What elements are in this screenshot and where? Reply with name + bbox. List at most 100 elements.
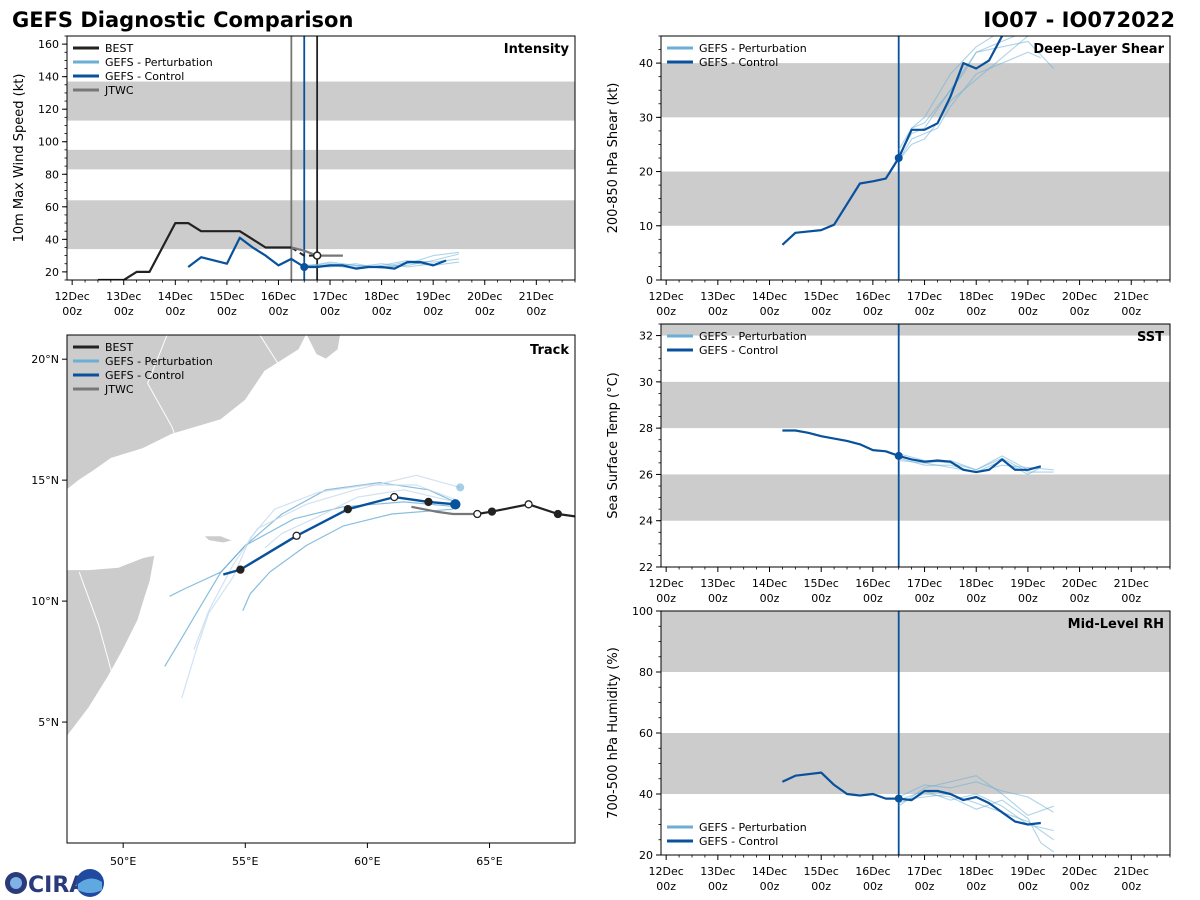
plot-area: [97, 36, 460, 280]
y-tick-label-0: 22: [639, 561, 653, 574]
country-border-1: [259, 335, 305, 389]
panel-title: Deep-Layer Shear: [1033, 42, 1164, 57]
storm-id-title: IO07 - IO072022: [983, 8, 1175, 32]
land-mass-2: [67, 554, 156, 738]
x-tick-hour-5: 00z: [320, 305, 340, 318]
series-line-control-8: [187, 236, 447, 270]
map-area: [67, 335, 575, 738]
series-line-pert-2: [898, 453, 1029, 471]
x-tick-hour-9: 00z: [526, 305, 546, 318]
x-tick-day-6: 18Dec: [364, 290, 399, 303]
threshold-band-0: [67, 200, 575, 250]
series-line-best-dash-1: [290, 246, 318, 257]
series-line-pert-4: [898, 793, 1055, 841]
x-tick-day-8: 20Dec: [1062, 290, 1097, 303]
y-tick-label-4: 30: [639, 376, 653, 389]
track-panel: 50°E 55°E 60°E 65°E 5°N 10°N 15°N 20°N Track BEST…: [31, 334, 576, 868]
series-line-best-0: [97, 222, 292, 280]
threshold-band-0: [661, 733, 1170, 794]
x-tick-hour-9: 00z: [1121, 592, 1141, 605]
y-tick-label-4: 100: [38, 136, 59, 149]
x-tick-hour-4: 00z: [863, 592, 883, 605]
series-line-pert-1: [898, 40, 1055, 156]
x-tick-hour-3: 00z: [811, 880, 831, 893]
y-axis-label: 10m Max Wind Speed (kt): [12, 74, 27, 243]
x-tick-day-7: 19Dec: [1010, 577, 1045, 590]
x-tick-day-4: 16Dec: [261, 290, 296, 303]
legend-label-2: GEFS - Control: [105, 369, 184, 382]
y-tick-label-3: 28: [639, 422, 653, 435]
x-tick-day-6: 18Dec: [959, 865, 994, 878]
y-tick-label-3: 30: [639, 111, 653, 124]
x-tick-day-1: 13Dec: [700, 577, 735, 590]
legend-label-0: BEST: [105, 42, 133, 55]
plot-area: [781, 611, 1055, 855]
x-tick-day-3: 15Dec: [804, 290, 839, 303]
axes-frame: [660, 323, 1171, 568]
lat-tick-label-1: 10°N: [31, 595, 59, 608]
x-tick-hour-0: 00z: [62, 305, 82, 318]
y-tick-label-0: 20: [45, 266, 59, 279]
threshold-band-1: [661, 611, 1170, 672]
x-tick-day-8: 20Dec: [1062, 865, 1097, 878]
series-line-control-4: [782, 429, 1042, 474]
x-tick-day-5: 17Dec: [907, 290, 942, 303]
x-tick-hour-1: 00z: [114, 305, 134, 318]
x-tick-day-6: 18Dec: [959, 290, 994, 303]
x-tick-hour-1: 00z: [708, 305, 728, 318]
series-line-control-5: [781, 36, 1004, 246]
y-axis-label: 200-850 hPa Shear (kt): [606, 83, 621, 234]
threshold-band-1: [67, 149, 575, 170]
x-tick-hour-9: 00z: [1121, 305, 1141, 318]
y-tick-label-7: 160: [38, 38, 59, 51]
series-line-pert-0: [898, 775, 1054, 816]
best-track-point-1: [524, 500, 533, 509]
x-tick-hour-7: 00z: [1018, 305, 1038, 318]
control-point-0: [300, 262, 309, 271]
plot-area: [782, 324, 1054, 567]
perturbation-track-3: [193, 474, 461, 650]
series-line-control-5: [781, 771, 1041, 826]
x-tick-day-4: 16Dec: [855, 290, 890, 303]
plot-area: [781, 36, 1055, 280]
best-track-point-3: [473, 509, 482, 519]
panel-title: Intensity: [504, 42, 570, 57]
y-axis-label: 700-500 hPa Humidity (%): [606, 647, 621, 819]
x-tick-hour-8: 00z: [1070, 305, 1090, 318]
control-track-point-1: [424, 497, 433, 507]
x-tick-day-4: 16Dec: [855, 865, 890, 878]
sst-panel: 22 24 26 28 30 32 12Dec 00z 13Dec 00z 14Dec 00z 15De…: [606, 323, 1171, 605]
x-tick-hour-9: 00z: [1121, 880, 1141, 893]
x-tick-day-0: 12Dec: [649, 577, 684, 590]
control-track-point-0: [450, 499, 461, 510]
x-tick-day-1: 13Dec: [106, 290, 141, 303]
legend-label-3: JTWC: [104, 383, 134, 396]
legend-label-1: GEFS - Control: [699, 56, 778, 69]
x-tick-hour-1: 00z: [708, 880, 728, 893]
x-tick-hour-6: 00z: [372, 305, 392, 318]
threshold-band-0: [661, 171, 1170, 226]
x-tick-day-2: 14Dec: [752, 865, 787, 878]
x-tick-hour-1: 00z: [708, 592, 728, 605]
x-tick-day-7: 19Dec: [416, 290, 451, 303]
perturbation-point: [456, 483, 465, 492]
series-line-pert-2: [898, 793, 1055, 853]
lon-tick-label-3: 65°E: [476, 855, 502, 868]
country-border-0: [147, 335, 178, 442]
x-tick-day-9: 21Dec: [1114, 577, 1149, 590]
panel-title: Track: [530, 343, 569, 358]
x-tick-hour-8: 00z: [1070, 880, 1090, 893]
control-track-point-4: [292, 531, 301, 540]
x-tick-day-1: 13Dec: [700, 865, 735, 878]
y-tick-label-2: 60: [45, 201, 59, 214]
y-tick-label-6: 140: [38, 71, 59, 84]
threshold-band-2: [661, 324, 1170, 336]
x-tick-day-7: 19Dec: [1010, 865, 1045, 878]
panel-title: Mid-Level RH: [1068, 617, 1164, 632]
legend-label-3: JTWC: [104, 84, 134, 97]
y-tick-label-1: 24: [639, 515, 653, 528]
axes-frame: [66, 334, 576, 844]
x-tick-hour-3: 00z: [811, 592, 831, 605]
perturbation-track-4: [242, 508, 453, 612]
